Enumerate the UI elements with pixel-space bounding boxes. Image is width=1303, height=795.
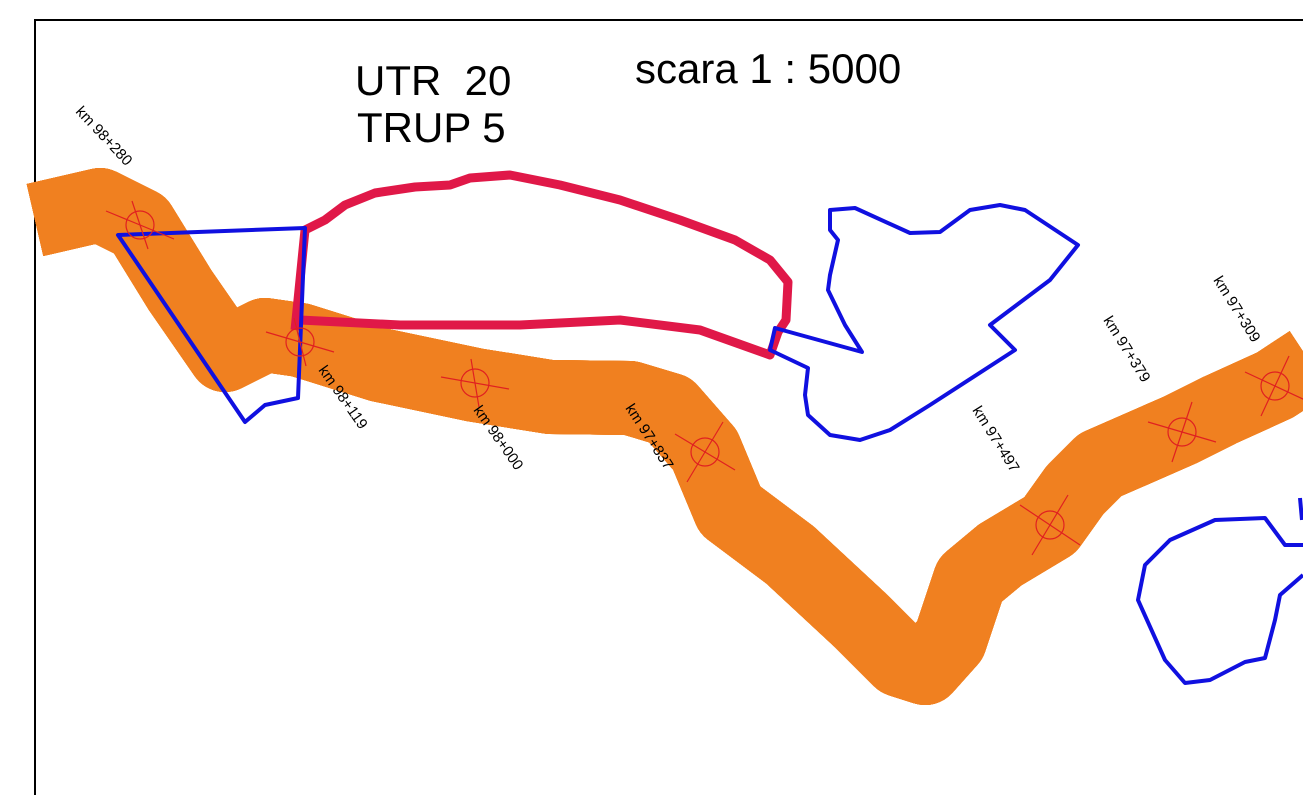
km-label: km 97+379 <box>1100 313 1154 385</box>
map-frame <box>34 19 1303 795</box>
scale-label: scara 1 : 5000 <box>635 45 901 92</box>
km-markers <box>105 200 1303 556</box>
blue-parcel <box>1298 497 1303 521</box>
blue-parcel <box>768 203 1080 442</box>
blue-parcel <box>1136 516 1303 685</box>
km-label: km 98+280 <box>72 103 135 169</box>
road-corridor <box>35 168 1303 705</box>
title-line: UTR 20 <box>355 57 511 104</box>
km-label: km 97+497 <box>969 403 1023 475</box>
km-label: km 97+309 <box>1210 273 1264 345</box>
title-line: TRUP 5 <box>357 104 506 151</box>
red-parcel <box>290 170 793 360</box>
blue-parcel <box>116 226 307 424</box>
